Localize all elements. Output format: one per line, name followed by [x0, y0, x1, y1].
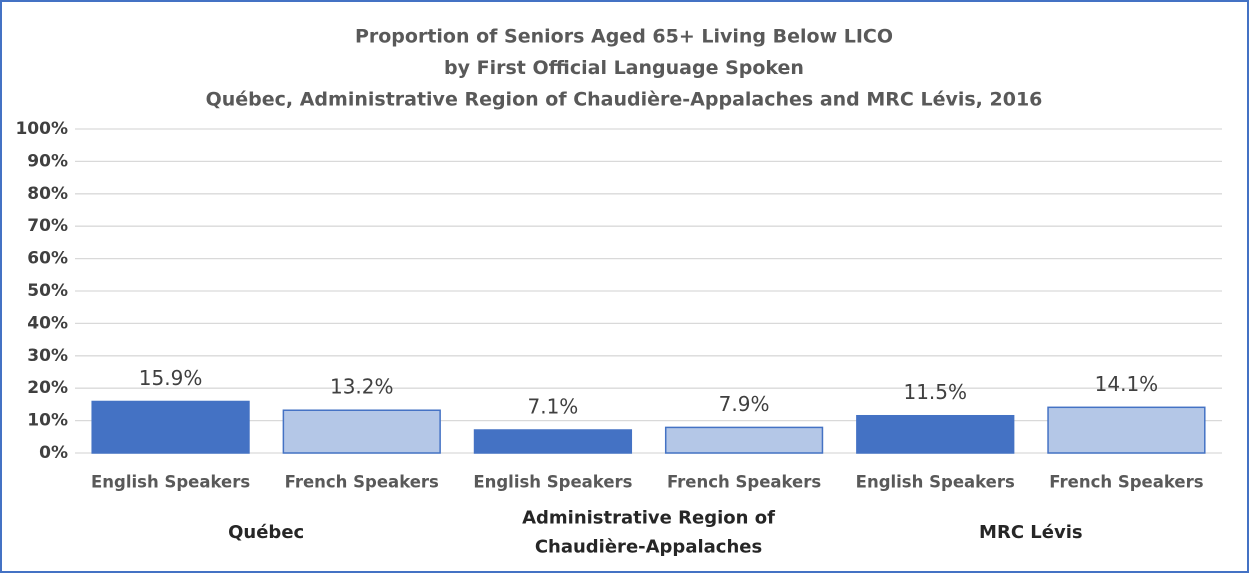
- bar: [282, 409, 441, 454]
- x-tick-label: French Speakers: [285, 473, 439, 492]
- bar: [1047, 406, 1206, 454]
- chart-title: by First Official Language Spoken: [444, 57, 804, 79]
- bar: [856, 414, 1015, 454]
- x-tick-label: French Speakers: [667, 473, 821, 492]
- value-label: 11.5%: [903, 380, 967, 404]
- value-label: 15.9%: [139, 366, 203, 390]
- chart-title: Québec, Administrative Region of Chaudiè…: [206, 89, 1043, 111]
- y-tick-label: 90%: [27, 151, 68, 171]
- value-label: 14.1%: [1095, 372, 1159, 396]
- group-label: Chaudière-Appalaches: [535, 537, 762, 558]
- value-label: 7.1%: [528, 394, 579, 418]
- bar: [91, 400, 250, 454]
- x-tick-label: English Speakers: [91, 473, 250, 492]
- y-tick-label: 30%: [27, 346, 68, 366]
- x-tick-label: French Speakers: [1049, 473, 1203, 492]
- y-tick-label: 0%: [39, 443, 68, 463]
- y-tick-label: 70%: [27, 216, 68, 236]
- group-label: Québec: [228, 522, 304, 543]
- chart-title: Proportion of Seniors Aged 65+ Living Be…: [355, 26, 893, 48]
- bar: [473, 429, 633, 454]
- y-tick-label: 40%: [27, 313, 68, 333]
- group-label: Administrative Region of: [522, 508, 775, 529]
- y-tick-label: 60%: [27, 249, 68, 269]
- y-tick-label: 50%: [27, 281, 68, 301]
- y-tick-label: 10%: [27, 411, 68, 431]
- bar: [664, 426, 824, 454]
- y-tick-label: 80%: [27, 184, 68, 204]
- x-tick-label: English Speakers: [856, 473, 1015, 492]
- value-label: 7.9%: [719, 392, 770, 416]
- x-tick-label: English Speakers: [473, 473, 632, 492]
- y-tick-label: 20%: [27, 378, 68, 398]
- y-tick-label: 100%: [15, 119, 68, 139]
- value-label: 13.2%: [330, 375, 394, 399]
- group-label: MRC Lévis: [979, 522, 1083, 543]
